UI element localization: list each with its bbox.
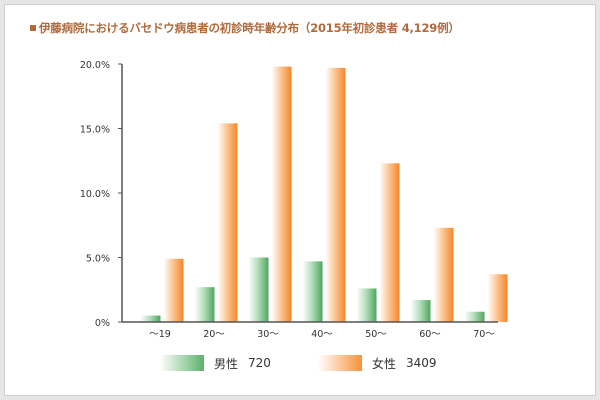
male-bar — [140, 315, 161, 322]
chart-panel — [4, 4, 596, 396]
x-tick-label: 60～ — [419, 329, 441, 340]
male-bar — [248, 257, 269, 322]
male-bar — [464, 311, 485, 322]
title-square-icon — [30, 25, 36, 31]
x-tick-label: 40～ — [311, 329, 333, 340]
male-bar — [356, 288, 377, 322]
female-bar — [325, 67, 346, 323]
y-tick-label: 10.0% — [80, 189, 110, 200]
legend-male-label: 男性 — [214, 356, 239, 371]
y-tick-label: 5.0% — [86, 254, 110, 265]
legend-female: 女性 3409 — [318, 354, 437, 372]
legend-female-swatch — [318, 355, 362, 371]
legend-female-count: 3409 — [406, 356, 437, 370]
x-tick-label: ～19 — [149, 329, 171, 340]
female-bar — [163, 258, 184, 322]
female-bar — [217, 123, 238, 322]
x-tick-label: 20～ — [203, 329, 225, 340]
male-bar — [194, 287, 215, 322]
female-bar — [433, 227, 454, 322]
female-bar — [271, 66, 292, 322]
y-tick-label: 15.0% — [80, 125, 110, 136]
legend-male: 男性 720 — [160, 354, 271, 372]
x-tick-label: 70～ — [473, 329, 495, 340]
male-bar — [302, 261, 323, 322]
male-bar — [410, 300, 431, 322]
chart-title-text: 伊藤病院におけるバセドウ病患者の初診時年齢分布（2015年初診患者 4,129例… — [39, 21, 460, 35]
x-tick-label: 30～ — [257, 329, 279, 340]
chart-title: 伊藤病院におけるバセドウ病患者の初診時年齢分布（2015年初診患者 4,129例… — [30, 20, 460, 36]
x-tick-label: 50～ — [365, 329, 387, 340]
legend-male-count: 720 — [248, 356, 271, 370]
y-tick-label: 20.0% — [80, 60, 110, 71]
legend-female-label: 女性 — [372, 356, 397, 371]
female-bar — [379, 163, 400, 322]
legend-male-swatch — [160, 355, 204, 371]
female-bar — [487, 274, 508, 322]
y-tick-label: 0% — [95, 318, 110, 329]
